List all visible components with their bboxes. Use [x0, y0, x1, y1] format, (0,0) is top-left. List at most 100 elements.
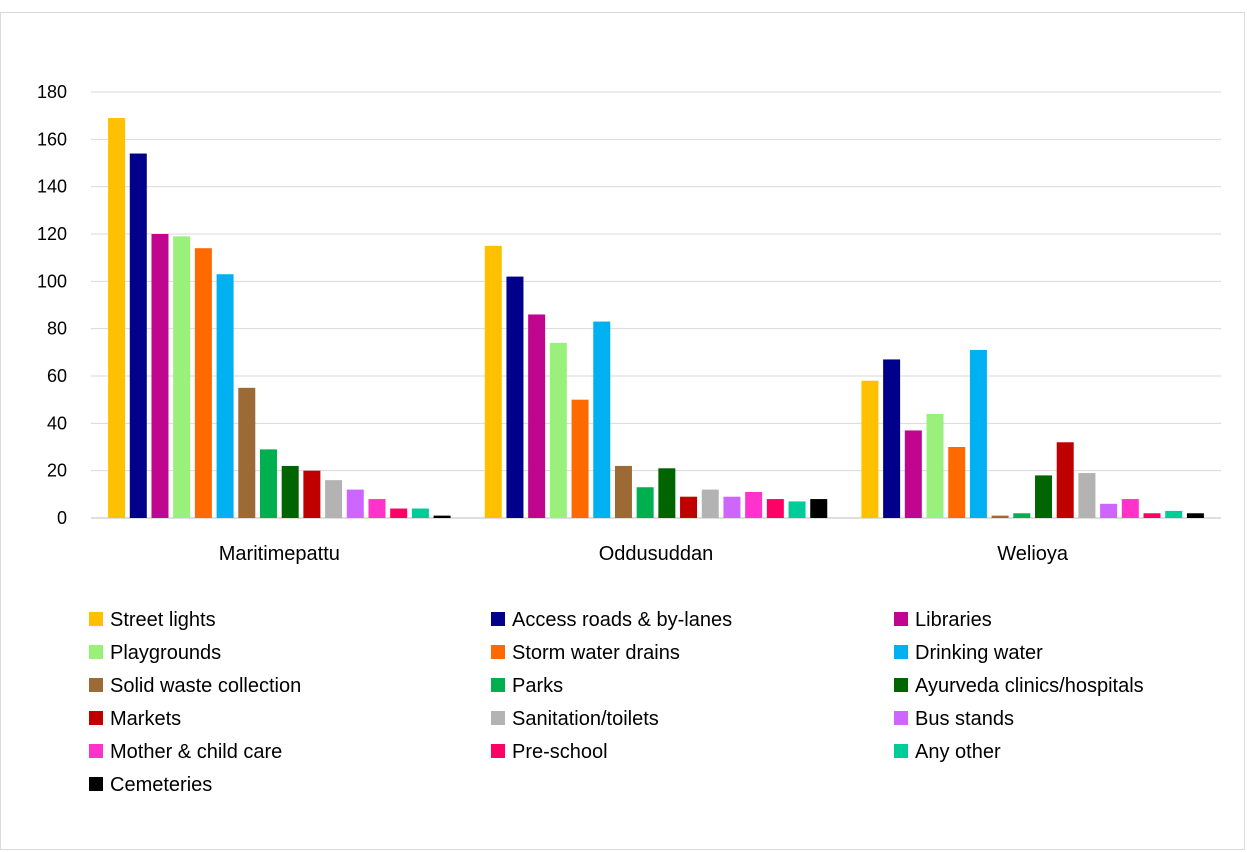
bar — [368, 499, 386, 518]
legend-label: Markets — [110, 708, 181, 730]
bar — [346, 489, 364, 518]
bar — [593, 321, 611, 518]
bar — [904, 430, 922, 518]
bar — [883, 359, 901, 518]
bar — [969, 349, 987, 518]
category-label: Oddusuddan — [599, 543, 714, 565]
legend-swatch — [894, 645, 908, 659]
bar — [303, 470, 321, 518]
bar — [948, 447, 966, 518]
bar — [636, 487, 654, 518]
bar — [658, 468, 676, 518]
legend-label: Solid waste collection — [110, 675, 301, 697]
legend-swatch — [894, 612, 908, 626]
legend-label: Bus stands — [915, 708, 1014, 730]
legend-label: Playgrounds — [110, 642, 221, 664]
bar — [1143, 513, 1161, 518]
bar — [281, 465, 299, 518]
bar — [766, 499, 784, 518]
bar — [1165, 510, 1183, 518]
legend-label: Drinking water — [915, 642, 1043, 664]
y-tick-label: 80 — [47, 319, 67, 339]
legend-label: Libraries — [915, 609, 992, 631]
bars-layer — [108, 118, 1204, 519]
bar — [108, 118, 126, 519]
legend-label: Cemeteries — [110, 774, 212, 796]
chart-svg: 0 20 40 60 80 100 120 140 160 180 Maritimepattu Od… — [37, 82, 1221, 796]
bar — [723, 496, 741, 518]
bar — [194, 248, 212, 518]
bar — [484, 245, 502, 519]
legend-label: Pre-school — [512, 741, 608, 763]
grid-layer — [91, 91, 1221, 519]
legend-swatch — [89, 744, 103, 758]
legend-swatch — [491, 711, 505, 725]
bar — [528, 314, 546, 518]
category-labels: Maritimepattu Oddusuddan Welioya — [219, 543, 1069, 565]
bar — [216, 274, 234, 518]
legend-label: Access roads & by-lanes — [512, 609, 732, 631]
bar — [238, 387, 256, 518]
legend-swatch — [89, 645, 103, 659]
legend-swatch — [894, 678, 908, 692]
bar — [701, 489, 719, 518]
legend-label: Ayurveda clinics/hospitals — [915, 675, 1144, 697]
bar — [173, 236, 191, 518]
bar — [433, 515, 451, 518]
y-tick-label: 60 — [47, 366, 67, 386]
bar — [926, 413, 944, 518]
legend-swatch — [491, 645, 505, 659]
legend-swatch — [894, 711, 908, 725]
bar — [1100, 503, 1118, 518]
bar — [1056, 442, 1074, 518]
legend-label: Any other — [915, 741, 1001, 763]
y-axis-ticks: 0 20 40 60 80 100 120 140 160 180 — [37, 82, 67, 528]
legend-label: Parks — [512, 675, 563, 697]
legend-swatch — [894, 744, 908, 758]
legend: Street lights Access roads & by-lanes Libr… — [89, 609, 1144, 796]
y-tick-label: 20 — [47, 461, 67, 481]
bar — [259, 449, 277, 518]
bar — [991, 515, 1009, 518]
y-tick-label: 0 — [57, 508, 67, 528]
bar — [1121, 499, 1139, 518]
bar — [390, 508, 408, 518]
bar — [810, 499, 828, 518]
bar — [1013, 513, 1031, 518]
bar — [151, 234, 169, 518]
bar — [1078, 473, 1096, 518]
bar — [788, 501, 806, 518]
legend-swatch — [89, 711, 103, 725]
legend-label: Storm water drains — [512, 642, 680, 664]
y-tick-label: 140 — [37, 177, 67, 197]
bar — [861, 380, 879, 518]
legend-label: Sanitation/toilets — [512, 708, 659, 730]
bar — [506, 276, 524, 518]
chart-frame: 0 20 40 60 80 100 120 140 160 180 Maritimepattu Od… — [0, 12, 1245, 850]
bar — [1035, 475, 1053, 518]
legend-label: Street lights — [110, 609, 216, 631]
legend-swatch — [89, 678, 103, 692]
category-label: Welioya — [997, 543, 1069, 565]
y-tick-label: 40 — [47, 413, 67, 433]
y-tick-label: 100 — [37, 271, 67, 291]
bar — [1186, 513, 1204, 518]
legend-label: Mother & child care — [110, 741, 282, 763]
bar — [325, 480, 343, 518]
legend-swatch — [491, 612, 505, 626]
y-tick-label: 120 — [37, 224, 67, 244]
bar — [129, 153, 147, 519]
bar — [680, 496, 698, 518]
y-tick-label: 160 — [37, 129, 67, 149]
category-label: Maritimepattu — [219, 543, 340, 565]
bar — [411, 508, 429, 518]
y-tick-label: 180 — [37, 82, 67, 102]
legend-swatch — [491, 744, 505, 758]
legend-swatch — [89, 612, 103, 626]
bar — [549, 342, 567, 518]
bar — [571, 399, 589, 518]
legend-swatch — [89, 777, 103, 791]
bar — [614, 465, 632, 518]
legend-swatch — [491, 678, 505, 692]
bar — [745, 491, 763, 518]
